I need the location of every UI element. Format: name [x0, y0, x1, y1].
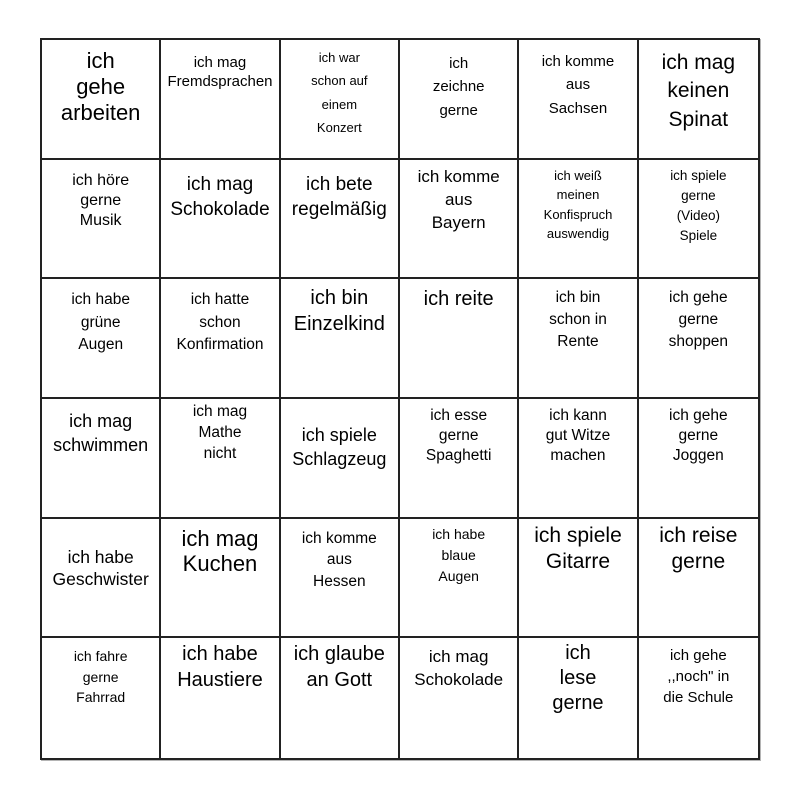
- bingo-cell[interactable]: ich mag Fremdsprachen: [161, 40, 281, 160]
- bingo-cell[interactable]: ich habe Haustiere: [161, 638, 281, 758]
- bingo-cell[interactable]: ich gehe arbeiten: [42, 40, 162, 160]
- cell-text: ich spiele Gitarre: [534, 523, 622, 573]
- cell-text: ich weiß meinen Konfispruch auswendig: [543, 167, 613, 242]
- bingo-cell[interactable]: ich mag Kuchen: [161, 518, 281, 639]
- bingo-cell[interactable]: ich lese gerne: [519, 638, 639, 758]
- cell-text: ich bin schon in Rente: [549, 289, 607, 350]
- bingo-cell[interactable]: ich bin schon in Rente: [519, 279, 639, 399]
- cell-text: ich kann gut Witze machen: [545, 406, 611, 465]
- bingo-cell[interactable]: ich bete regelmäßig: [280, 159, 400, 280]
- bingo-cell[interactable]: ich fahre gerne Fahrrad: [42, 638, 162, 758]
- cell-text: ich gehe ,,noch" in die Schule: [663, 647, 734, 707]
- cell-text: ich mag schwimmen: [53, 410, 149, 456]
- cell-text: ich gehe gerne Joggen: [669, 406, 728, 465]
- cell-text: ich mag Schokolade: [414, 647, 504, 690]
- bingo-cell[interactable]: ich mag keinen Spinat: [638, 40, 758, 160]
- cell-text: ich zeichne gerne: [432, 55, 485, 119]
- cell-text: ich gehe gerne shoppen: [668, 289, 729, 350]
- bingo-cell[interactable]: ich höre gerne Musik: [42, 159, 162, 280]
- bingo-cell[interactable]: ich hatte schon Konfirmation: [161, 279, 281, 399]
- bingo-cell[interactable]: ich spiele Gitarre: [519, 518, 639, 639]
- cell-text: ich habe grüne Augen: [71, 291, 130, 354]
- cell-text: ich war schon auf einem Konzert: [311, 50, 368, 136]
- bingo-cell[interactable]: ich gehe gerne Joggen: [638, 399, 758, 519]
- cell-text: ich komme aus Hessen: [301, 529, 377, 591]
- bingo-cell[interactable]: ich gehe ,,noch" in die Schule: [639, 638, 758, 758]
- cell-text: ich reise gerne: [659, 523, 738, 573]
- cell-text: ich habe blaue Augen: [432, 525, 486, 584]
- cell-text: ich spiele gerne (Video) Spiele: [670, 167, 727, 244]
- cell-text: ich spiele Schlagzeug: [292, 424, 387, 470]
- cell-text: ich höre gerne Musik: [72, 171, 130, 229]
- cell-text: ich mag keinen Spinat: [661, 51, 736, 131]
- bingo-cell[interactable]: ich glaube an Gott: [281, 638, 400, 758]
- bingo-cell[interactable]: ich bin Einzelkind: [280, 279, 400, 399]
- cell-text: ich glaube an Gott: [293, 643, 385, 692]
- cell-text: ich gehe arbeiten: [60, 48, 141, 125]
- cell-text: ich hatte schon Konfirmation: [176, 291, 264, 354]
- bingo-cell[interactable]: ich habe grüne Augen: [42, 279, 162, 399]
- bingo-cell[interactable]: ich habe blaue Augen: [400, 518, 520, 639]
- cell-text: ich komme aus Sachsen: [541, 53, 615, 117]
- bingo-cell[interactable]: ich spiele Schlagzeug: [280, 398, 400, 519]
- cell-text: ich esse gerne Spaghetti: [425, 406, 492, 465]
- bingo-cell[interactable]: ich mag Schokolade: [161, 159, 281, 280]
- bingo-cell[interactable]: ich spiele gerne (Video) Spiele: [638, 160, 758, 280]
- cell-text: ich komme aus Bayern: [417, 166, 500, 232]
- bingo-cell[interactable]: ich komme aus Sachsen: [519, 40, 639, 160]
- bingo-cell[interactable]: ich habe Geschwister: [42, 518, 162, 639]
- cell-text: ich habe Haustiere: [177, 643, 263, 692]
- bingo-cell[interactable]: ich kann gut Witze machen: [519, 398, 639, 519]
- bingo-cell[interactable]: ich war schon auf einem Konzert: [280, 40, 400, 160]
- cell-text: ich habe Geschwister: [52, 546, 149, 589]
- bingo-cell[interactable]: ich gehe gerne shoppen: [638, 279, 758, 399]
- bingo-cell[interactable]: ich komme aus Bayern: [400, 159, 520, 280]
- bingo-cell[interactable]: ich reise gerne: [638, 519, 758, 639]
- cell-text: ich lese gerne: [552, 642, 604, 715]
- cell-text: ich reite: [423, 288, 494, 311]
- bingo-cell[interactable]: ich weiß meinen Konfispruch auswendig: [519, 159, 639, 280]
- bingo-cell[interactable]: ich mag Mathe nicht: [161, 398, 281, 519]
- bingo-cell[interactable]: ich esse gerne Spaghetti: [400, 398, 520, 519]
- cell-text: ich mag Kuchen: [181, 525, 259, 576]
- bingo-cell[interactable]: ich mag schwimmen: [42, 398, 162, 519]
- cell-text: ich bin Einzelkind: [293, 287, 385, 336]
- cell-text: ich mag Schokolade: [170, 173, 270, 221]
- cell-text: ich bete regelmäßig: [291, 173, 387, 221]
- bingo-cell[interactable]: ich zeichne gerne: [400, 40, 520, 160]
- bingo-board: ich gehe arbeiten ich mag Fremdsprachen ic…: [40, 38, 760, 760]
- cell-text: ich mag Fremdsprachen: [167, 54, 273, 90]
- bingo-cell[interactable]: ich reite: [400, 279, 520, 399]
- bingo-cell[interactable]: ich mag Schokolade: [400, 638, 520, 758]
- cell-text: ich mag Mathe nicht: [192, 402, 248, 462]
- bingo-cell[interactable]: ich komme aus Hessen: [280, 518, 400, 639]
- cell-text: ich fahre gerne Fahrrad: [73, 648, 128, 705]
